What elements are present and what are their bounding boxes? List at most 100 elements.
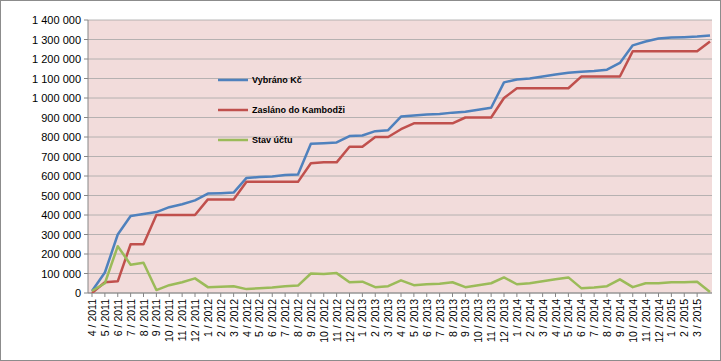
- y-tick: [84, 59, 88, 60]
- x-tick-label: 9 / 2014: [614, 299, 626, 337]
- grid-line: [88, 234, 712, 235]
- x-tick-label: 11 / 2012: [331, 299, 343, 342]
- x-tick: [529, 293, 530, 297]
- x-tick-label: 6 / 2011: [112, 299, 124, 336]
- x-tick-label: 7 / 2011: [125, 299, 137, 336]
- x-tick: [349, 293, 350, 297]
- y-axis-line: [88, 20, 89, 293]
- x-tick: [207, 293, 208, 297]
- x-tick-label: 7 / 2012: [279, 299, 291, 337]
- x-tick: [143, 293, 144, 297]
- x-tick-label: 6 / 2013: [421, 299, 433, 337]
- x-tick: [182, 293, 183, 297]
- x-tick-label: 9 / 2011: [150, 299, 162, 336]
- x-tick: [195, 293, 196, 297]
- x-tick-label: 7 / 2013: [434, 299, 446, 337]
- x-tick-label: 5 / 2014: [562, 299, 574, 337]
- x-tick-label: 5 / 2011: [99, 299, 111, 336]
- y-tick-label: 600 000: [41, 170, 81, 182]
- y-tick-label: 1 100 000: [32, 73, 81, 85]
- x-tick: [92, 293, 93, 297]
- x-tick-label: 6 / 2012: [266, 299, 278, 337]
- x-tick-label: 3 / 2012: [228, 299, 240, 337]
- grid-line: [88, 293, 712, 294]
- y-tick-label: 1 200 000: [32, 53, 81, 65]
- legend-swatch: [218, 79, 248, 82]
- grid-line: [88, 254, 712, 255]
- x-tick-label: 4 / 2012: [241, 299, 253, 337]
- x-tick: [233, 293, 234, 297]
- y-tick-label: 1 000 000: [32, 92, 81, 104]
- x-tick-label: 1 / 2013: [356, 299, 368, 337]
- y-tick-label: 800 000: [41, 131, 81, 143]
- x-tick: [684, 293, 685, 297]
- x-tick: [130, 293, 131, 297]
- x-tick-label: 2 / 2015: [678, 299, 690, 337]
- y-tick: [84, 195, 88, 196]
- grid-line: [88, 59, 712, 60]
- x-tick-label: 4 / 2014: [550, 299, 562, 337]
- x-tick-label: 3 / 2013: [382, 299, 394, 337]
- y-tick-label: 500 000: [41, 190, 81, 202]
- x-tick: [607, 293, 608, 297]
- grid-line: [88, 78, 712, 79]
- x-tick: [632, 293, 633, 297]
- x-tick: [594, 293, 595, 297]
- grid-line: [88, 176, 712, 177]
- y-tick: [84, 215, 88, 216]
- x-tick-label: 5 / 2013: [408, 299, 420, 337]
- x-axis-line: [88, 293, 712, 294]
- y-tick-label: 1 400 000: [32, 14, 81, 26]
- x-tick: [581, 293, 582, 297]
- y-tick-label: 0: [75, 287, 81, 299]
- x-tick-label: 1 / 2014: [511, 299, 523, 337]
- x-tick: [504, 293, 505, 297]
- x-tick-label: 4 / 2013: [395, 299, 407, 337]
- x-tick: [169, 293, 170, 297]
- x-tick-label: 10 / 2012: [318, 299, 330, 343]
- series-line: [92, 36, 710, 291]
- x-tick-label: 11 / 2011: [176, 299, 188, 341]
- x-tick: [452, 293, 453, 297]
- x-tick-label: 11 / 2014: [640, 299, 652, 342]
- x-tick: [388, 293, 389, 297]
- x-tick: [375, 293, 376, 297]
- x-tick: [439, 293, 440, 297]
- x-tick: [491, 293, 492, 297]
- y-tick-label: 900 000: [41, 112, 81, 124]
- x-tick-label: 9 / 2013: [459, 299, 471, 337]
- x-tick: [465, 293, 466, 297]
- x-tick: [220, 293, 221, 297]
- y-tick: [84, 98, 88, 99]
- x-tick-label: 9 / 2012: [305, 299, 317, 337]
- series-line: [92, 41, 710, 293]
- x-tick: [117, 293, 118, 297]
- x-tick: [259, 293, 260, 297]
- x-tick-label: 2 / 2013: [369, 299, 381, 337]
- x-tick-label: 5 / 2012: [253, 299, 265, 337]
- x-tick: [156, 293, 157, 297]
- x-tick: [568, 293, 569, 297]
- x-tick: [619, 293, 620, 297]
- grid: [88, 20, 712, 293]
- grid-line: [88, 195, 712, 196]
- y-tick-label: 700 000: [41, 151, 81, 163]
- grid-line: [88, 156, 712, 157]
- x-tick-label: 2 / 2014: [524, 299, 536, 337]
- x-tick-label: 8 / 2011: [138, 299, 150, 336]
- y-tick-label: 1 300 000: [32, 34, 81, 46]
- legend-label: Vybráno Kč: [252, 75, 302, 85]
- y-tick: [84, 137, 88, 138]
- x-tick-label: 12 / 2011: [189, 299, 201, 342]
- y-tick-label: 200 000: [41, 248, 81, 260]
- x-tick: [426, 293, 427, 297]
- chart-frame: [1, 1, 721, 361]
- x-tick-label: 11 / 2013: [485, 299, 497, 342]
- x-tick-label: 12 / 2014: [653, 299, 665, 343]
- x-tick: [246, 293, 247, 297]
- x-tick: [671, 293, 672, 297]
- x-tick-label: 1 / 2015: [665, 299, 677, 337]
- grid-line: [88, 20, 712, 21]
- x-tick: [362, 293, 363, 297]
- x-tick-label: 8 / 2014: [601, 299, 613, 337]
